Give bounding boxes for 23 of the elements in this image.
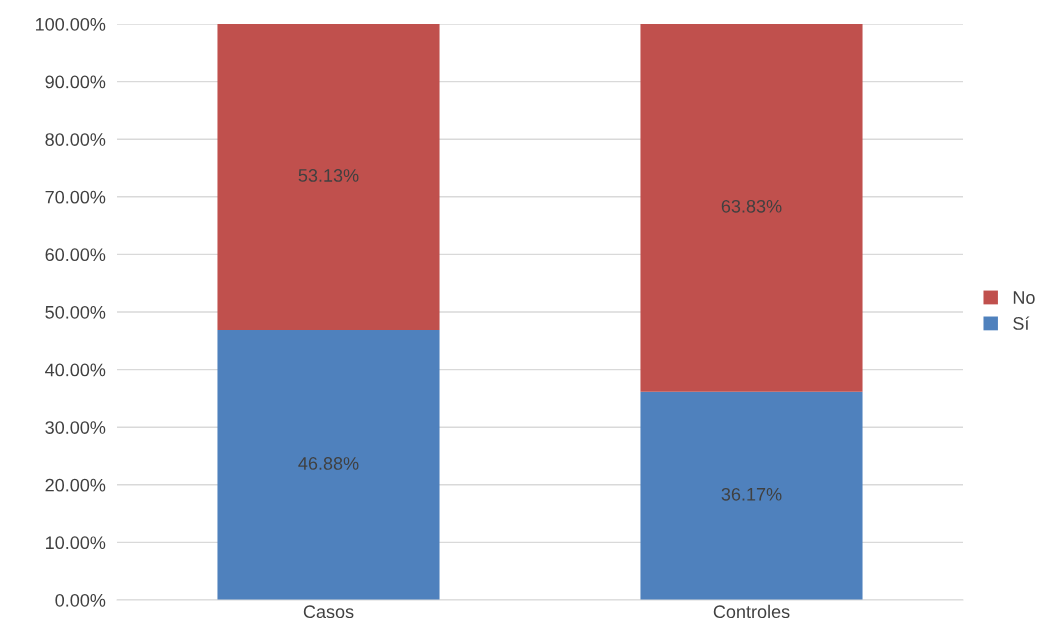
- y-tick-label: 40.00%: [45, 363, 106, 377]
- y-tick-label: 50.00%: [45, 305, 106, 319]
- x-tick-label: Casos: [303, 605, 354, 619]
- data-label: 46.88%: [298, 457, 359, 470]
- data-label: 53.13%: [298, 169, 359, 182]
- bar: [217, 24, 440, 330]
- y-tick-label: 0.00%: [55, 593, 106, 607]
- bar: [217, 329, 440, 600]
- legend-label: No: [1013, 291, 1035, 304]
- y-tick-label: 80.00%: [45, 133, 106, 146]
- data-label: 36.17%: [721, 487, 782, 501]
- data-label: 63.83%: [721, 199, 782, 213]
- y-tick-label: 90.00%: [45, 75, 106, 89]
- y-tick-label: 10.00%: [46, 536, 106, 550]
- y-tick-label: 70.00%: [45, 190, 106, 204]
- bar: [640, 24, 863, 392]
- y-tick-label: 100.00%: [35, 17, 106, 31]
- y-tick-label: 30.00%: [45, 421, 106, 434]
- legend-label: Sí: [1013, 316, 1030, 330]
- y-tick-label: 60.00%: [45, 248, 106, 262]
- bar: [640, 391, 863, 600]
- y-tick-label: 20.00%: [45, 478, 106, 492]
- x-tick-label: Controles: [713, 604, 790, 619]
